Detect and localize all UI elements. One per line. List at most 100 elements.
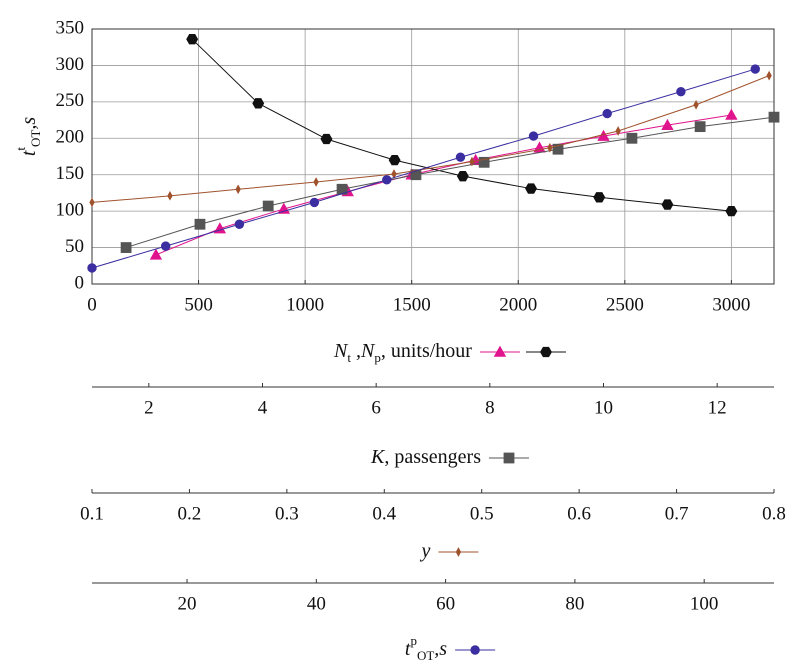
point	[626, 132, 638, 144]
y-tick-label: 200	[56, 127, 85, 148]
point	[234, 219, 245, 229]
point	[615, 126, 621, 136]
label-part: t	[18, 150, 40, 156]
x-tick-label: 8	[485, 397, 495, 418]
x-tick-label: 500	[184, 294, 213, 315]
x-tick-label: 80	[565, 593, 584, 614]
point	[455, 152, 466, 162]
x-axis-title: K, passengers	[370, 446, 481, 468]
x-tick-label: 0.6	[567, 503, 591, 524]
point	[725, 205, 738, 217]
x-tick-label: 20	[178, 593, 197, 614]
label-part: OT	[28, 130, 43, 147]
x-tick-label: 4	[258, 397, 268, 418]
point	[167, 191, 173, 201]
x-tick-label: 12	[708, 397, 727, 418]
legend-marker	[503, 452, 515, 464]
label-part: ,s	[18, 117, 40, 130]
point	[313, 177, 319, 187]
point	[693, 99, 699, 110]
x-tick-label: 0.8	[762, 503, 786, 524]
point	[525, 183, 537, 194]
point	[320, 133, 333, 145]
label-part: p	[374, 350, 381, 365]
legend-marker	[470, 645, 480, 655]
label-part: t	[347, 350, 351, 365]
x-tick-label: 2500	[606, 294, 644, 315]
x-tick-label: 0.4	[372, 503, 396, 524]
plot-frame	[91, 28, 775, 285]
x-tick-label: 60	[436, 593, 455, 614]
legend-marker	[493, 345, 507, 357]
point	[410, 169, 422, 181]
series-line	[91, 75, 770, 203]
point	[382, 175, 392, 185]
label-part: , units/hour	[381, 340, 472, 362]
point	[149, 248, 163, 260]
series-line	[91, 68, 756, 269]
label-part: N	[333, 340, 349, 362]
x-tick-label: 0.1	[80, 503, 104, 524]
series-line	[125, 116, 775, 249]
point	[694, 121, 706, 133]
point	[160, 241, 171, 251]
y-tick-label: 100	[56, 200, 85, 221]
legend-marker	[540, 346, 552, 358]
series-line	[191, 38, 732, 212]
point	[235, 184, 241, 195]
y-tick-label: 150	[56, 163, 85, 184]
label-part: ,s	[434, 638, 447, 660]
label-part: OT	[417, 648, 434, 663]
point	[725, 108, 738, 120]
series-line	[155, 114, 732, 256]
x-axis-title: Nt ,Np, units/hour	[333, 340, 472, 366]
x-tick-label: 1500	[393, 294, 431, 315]
x-axis-title: y	[420, 540, 431, 562]
point	[602, 108, 612, 119]
point	[309, 197, 320, 208]
x-tick-label: 6	[371, 397, 381, 418]
x-tick-label: 3000	[712, 294, 750, 315]
point	[768, 111, 780, 123]
label-part: t	[13, 147, 28, 151]
y-tick-label: 350	[56, 17, 85, 38]
x-tick-label: 40	[307, 593, 326, 614]
point	[766, 70, 772, 81]
point	[456, 171, 469, 182]
label-part: , passengers	[384, 446, 481, 468]
point	[676, 86, 686, 97]
y-tick-label: 50	[65, 236, 84, 257]
point	[593, 192, 606, 203]
x-tick-label: 0.3	[275, 503, 299, 524]
label-part: y	[420, 540, 431, 562]
label-part: K	[370, 446, 386, 468]
x-tick-label: 0.7	[665, 503, 689, 524]
point	[750, 64, 760, 74]
point	[661, 199, 674, 210]
x-tick-label: 10	[594, 397, 613, 418]
x-tick-label: 100	[690, 593, 719, 614]
point	[478, 156, 490, 168]
label-part: t	[405, 638, 411, 660]
point	[469, 156, 475, 167]
legend-marker	[455, 547, 462, 557]
x-axis-title: tpOT,s	[405, 633, 447, 663]
label-part: p	[410, 633, 417, 648]
point	[552, 143, 564, 155]
x-tick-label: 0.2	[178, 503, 202, 524]
point	[89, 197, 95, 208]
y-tick-label: 300	[56, 54, 85, 75]
x-tick-label: 0	[87, 294, 97, 315]
y-tick-label: 0	[75, 272, 85, 293]
point	[252, 98, 265, 109]
point	[262, 200, 274, 212]
point	[194, 218, 206, 230]
point	[388, 154, 401, 166]
point	[186, 34, 199, 45]
y-axis-title: ttOT,s	[13, 117, 43, 157]
point	[120, 242, 132, 253]
y-tick-label: 250	[56, 90, 85, 111]
x-tick-label: 2000	[499, 294, 537, 315]
x-tick-label: 2	[144, 397, 154, 418]
